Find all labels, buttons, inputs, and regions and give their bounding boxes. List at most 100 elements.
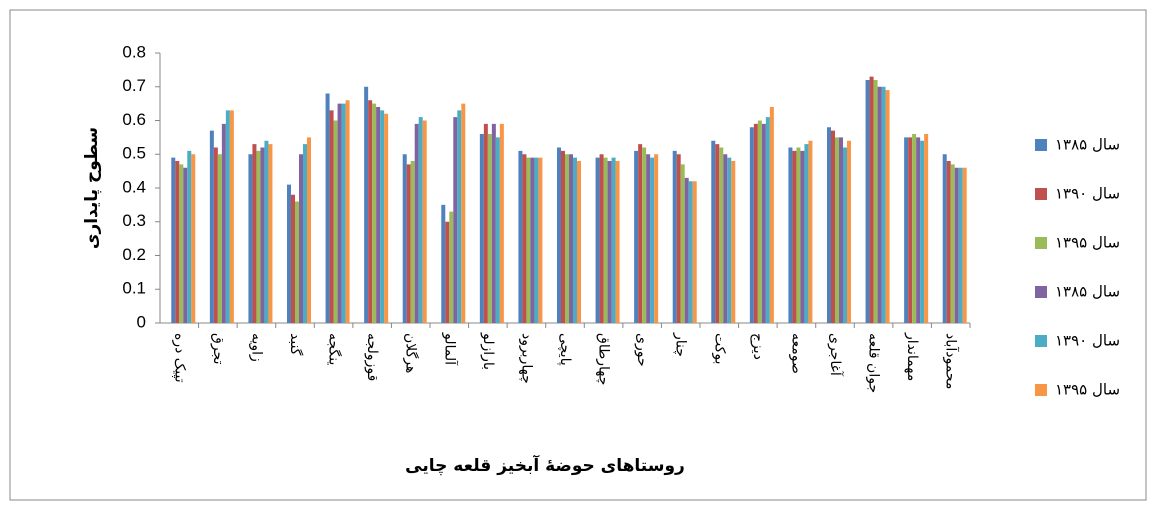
x-tick-label: مهماندار	[904, 332, 920, 381]
bar	[688, 181, 693, 323]
bar	[341, 103, 346, 323]
bar	[333, 120, 338, 323]
bar	[221, 123, 226, 323]
y-tick-label: 0.1	[122, 279, 146, 298]
bar	[847, 140, 851, 323]
legend-label: سال ۱۳۹۰	[1055, 185, 1120, 203]
bar	[615, 161, 620, 323]
bar	[642, 147, 647, 323]
y-tick-label: 0.5	[122, 144, 146, 163]
bar	[804, 144, 809, 323]
x-tick-label: آلمالو	[441, 332, 458, 366]
bar	[252, 144, 257, 323]
bar	[287, 184, 291, 323]
bar	[765, 117, 770, 323]
bar	[268, 144, 273, 323]
y-tick-label: 0.2	[122, 245, 146, 264]
x-tick-label: پایچی	[557, 333, 573, 366]
y-tick-label: 0.3	[122, 211, 146, 230]
bar	[654, 154, 659, 323]
bar	[522, 154, 527, 323]
bar	[479, 134, 484, 323]
legend-swatch	[1035, 237, 1047, 249]
x-axis-title: روستاهای حوضهٔ آبخیز قلعه چایی	[405, 454, 685, 476]
x-tick-label: ینگجه	[326, 333, 343, 365]
x-tick-label: آغاجری	[827, 333, 844, 377]
x-tick-label: چهارطاق	[596, 333, 612, 385]
bar	[731, 161, 736, 323]
bar	[406, 164, 411, 323]
x-tick-label: گنبد	[287, 333, 304, 356]
legend-swatch	[1035, 384, 1047, 396]
bar	[303, 144, 307, 323]
bar	[461, 103, 466, 323]
legend-label: سال ۱۳۸۵	[1055, 283, 1120, 301]
bar	[757, 120, 762, 323]
bar	[839, 137, 843, 323]
bar	[483, 123, 488, 323]
bar	[885, 90, 890, 323]
bar	[364, 86, 369, 323]
bar	[808, 140, 813, 323]
bar	[491, 123, 496, 323]
bar	[229, 110, 234, 323]
legend-label: سال ۱۳۹۵	[1055, 234, 1120, 252]
bar	[402, 154, 407, 323]
bar	[307, 137, 311, 323]
legend-label: سال ۱۳۸۵	[1055, 136, 1120, 154]
y-tick-label: 0.6	[122, 110, 146, 129]
bar	[561, 150, 565, 323]
bar	[565, 154, 569, 323]
bar	[441, 204, 446, 323]
bar	[761, 123, 766, 323]
x-tick-label: زاویه	[248, 333, 264, 362]
bar	[650, 157, 655, 323]
bar	[962, 167, 967, 323]
bar	[611, 157, 616, 323]
bar	[920, 140, 925, 323]
bar	[213, 147, 218, 323]
bar	[569, 154, 573, 323]
x-tick-label: حوری	[634, 333, 650, 367]
y-axis-title: سطوح پایداری	[82, 127, 102, 249]
bar	[723, 154, 728, 323]
bar	[183, 167, 188, 323]
x-tick-label: محمودآباد	[943, 333, 960, 389]
y-tick-label: 0.8	[122, 42, 146, 61]
bar	[916, 137, 921, 323]
bar	[873, 80, 878, 323]
bar	[672, 150, 677, 323]
bar	[299, 154, 303, 323]
legend-swatch	[1035, 139, 1047, 151]
bar	[526, 157, 531, 323]
bar	[753, 123, 758, 323]
bar	[422, 120, 427, 323]
bar	[792, 150, 797, 323]
bar	[171, 157, 176, 323]
bar	[518, 150, 523, 323]
legend-swatch	[1035, 188, 1047, 200]
bar	[345, 100, 350, 323]
legend-label: سال ۱۳۹۰	[1055, 332, 1120, 350]
bar	[942, 154, 947, 323]
bar	[217, 154, 222, 323]
bar	[495, 137, 500, 323]
bar	[534, 157, 539, 323]
legend-swatch	[1035, 335, 1047, 347]
legend-label: سال ۱۳۹۵	[1055, 381, 1120, 399]
bar	[179, 164, 184, 323]
bar	[904, 137, 909, 323]
bar	[719, 147, 724, 323]
bar	[260, 147, 265, 323]
x-tick-label: تجرق	[210, 333, 226, 365]
bar	[380, 110, 385, 323]
bar	[295, 201, 299, 323]
bar	[599, 154, 604, 323]
bar	[727, 157, 732, 323]
bar	[418, 117, 423, 323]
bar	[843, 147, 847, 323]
bar	[372, 103, 377, 323]
bar	[676, 154, 681, 323]
bar	[573, 157, 577, 323]
